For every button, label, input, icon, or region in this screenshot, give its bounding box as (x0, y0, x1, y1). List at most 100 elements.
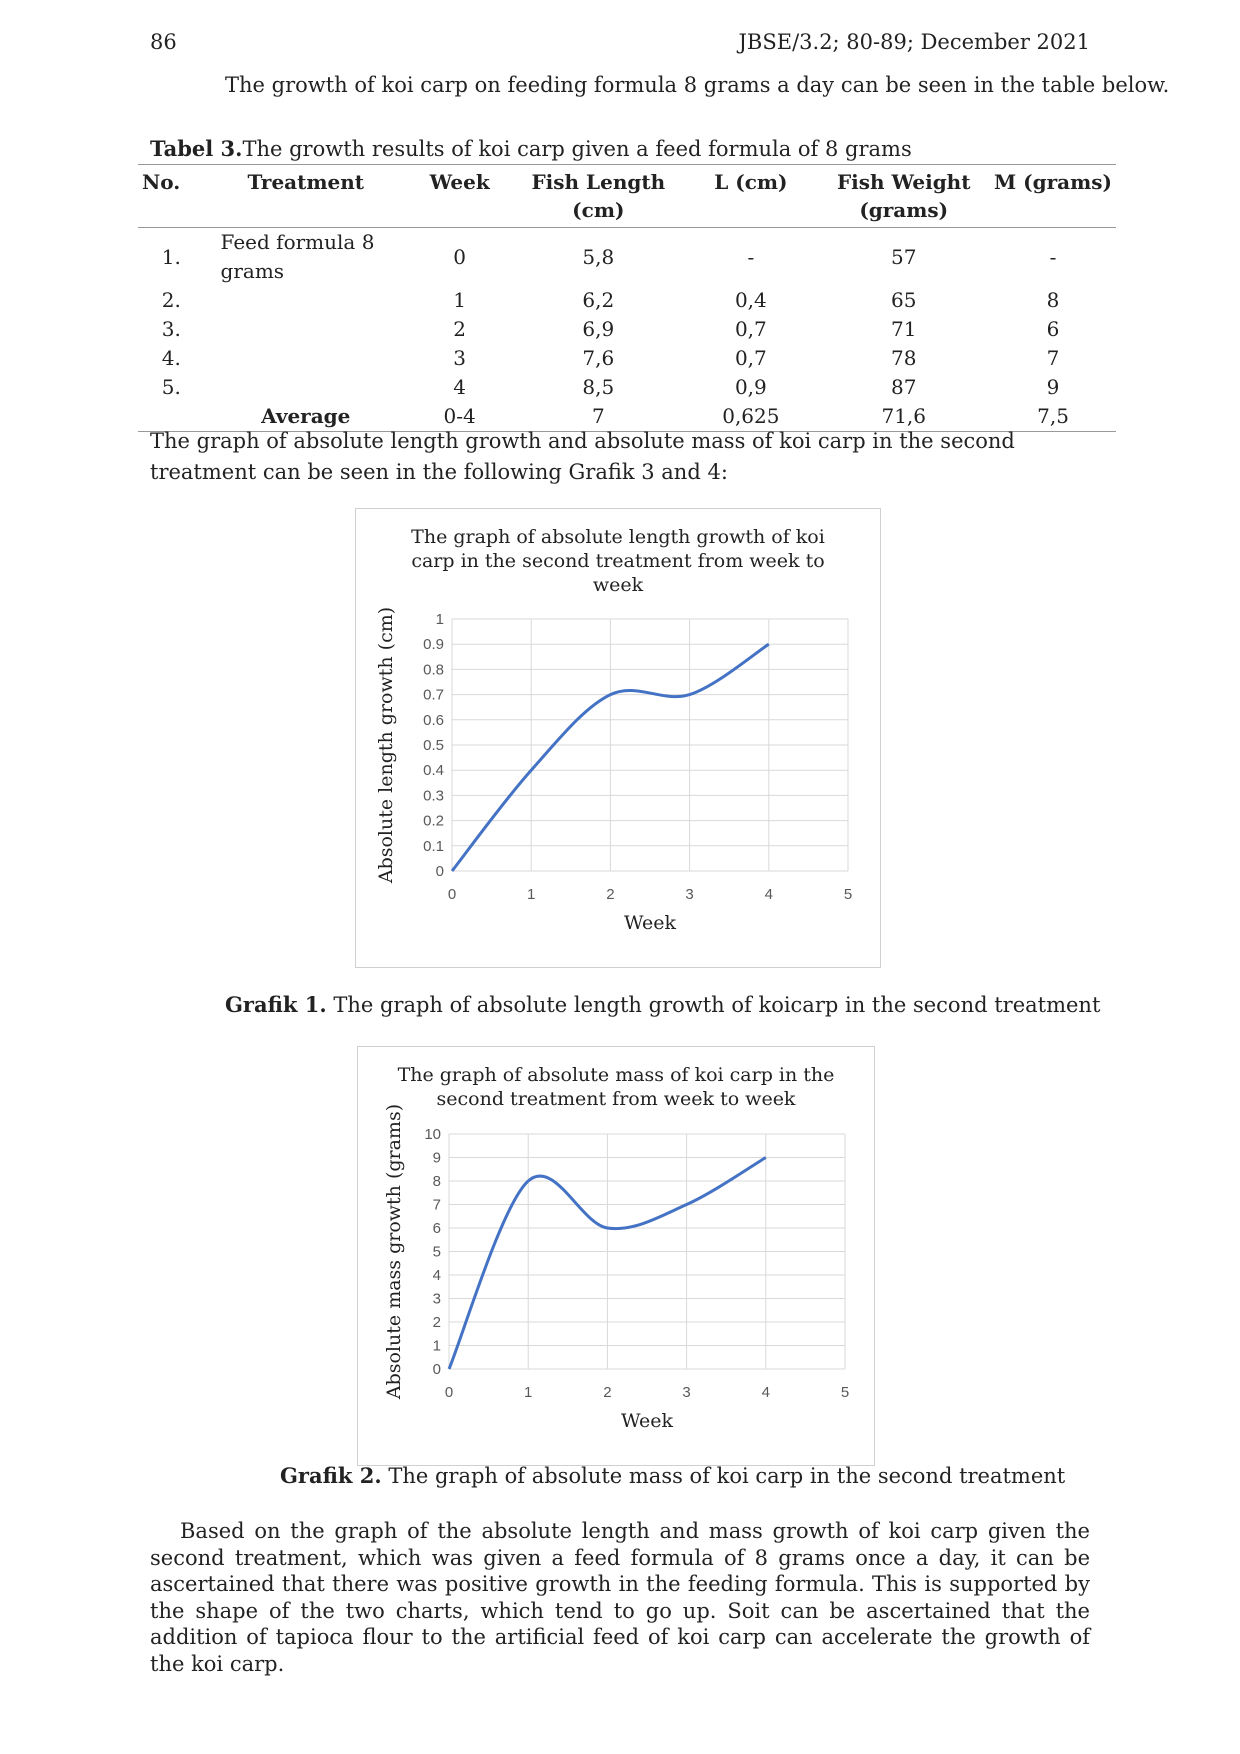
table-cell: 65 (891, 288, 917, 312)
table-caption: Tabel 3.The growth results of koi carp g… (150, 136, 912, 161)
y-tick-label: 0.1 (423, 838, 444, 855)
table-cell: 0,4 (734, 288, 767, 312)
header-fish-weight-unit: (grams) (859, 198, 949, 222)
table-cell (205, 344, 407, 373)
header-week: Week (406, 164, 513, 228)
mass-growth-chart: 0 1 2 3 4 5 6 7 8 9 10 0 1 2 3 4 5 Week Absolute mass grow… (383, 1104, 849, 1432)
header-m: M (grams) (990, 164, 1116, 228)
y-tick-label: 0.7 (423, 687, 444, 704)
x-tick-label: 5 (841, 1384, 849, 1401)
y-tick-label: 2 (433, 1314, 441, 1331)
chart-mass-frame: The graph of absolute mass of koi carp i… (357, 1046, 875, 1466)
table-cell: 71 (891, 317, 917, 341)
y-tick-label: 0 (436, 863, 444, 880)
table-cell: 7,6 (582, 346, 615, 370)
table-cell: 2 (453, 317, 467, 341)
table-average-row: Average 0-4 7 0,625 71,6 7,5 (138, 402, 1116, 432)
y-tick-label: 0.4 (423, 762, 444, 779)
y-axis-label: Absolute mass growth (grams) (383, 1104, 405, 1400)
header-fish-weight-label: Fish Weight (836, 170, 971, 194)
table-cell: - (1049, 244, 1057, 269)
y-tick-label: 6 (433, 1220, 441, 1237)
header-fish-weight: Fish Weight (grams) (817, 164, 991, 228)
x-tick-label: 2 (606, 886, 614, 903)
x-tick-label: 0 (448, 886, 456, 903)
table-cell: 87 (891, 375, 917, 399)
chart1-title-line: carp in the second treatment from week t… (411, 550, 825, 572)
table-cell: 0,9 (734, 375, 767, 399)
y-tick-label: 0.6 (423, 712, 444, 729)
y-tick-label: 4 (433, 1267, 441, 1284)
table-cell: 7 (512, 402, 685, 432)
grafik1-caption-text: The graph of absolute length growth of k… (326, 993, 1101, 1017)
chart-length-frame: The graph of absolute length growth of k… (355, 508, 881, 968)
x-axis-label: Week (621, 1410, 673, 1432)
x-tick-label: 0 (445, 1384, 453, 1401)
table-cell: 1. (161, 244, 181, 269)
table-cell: 3. (161, 317, 181, 341)
x-tick-label: 4 (765, 886, 773, 903)
header-fish-length-label: Fish Length (531, 170, 666, 194)
chart1-title-line: week (592, 574, 644, 596)
table-cell: 5. (161, 375, 181, 399)
table-cell (205, 315, 407, 344)
intro-text: The growth of koi carp on feeding formul… (225, 73, 1170, 97)
table-cell: 7,5 (990, 402, 1116, 432)
x-tick-label: 1 (524, 1384, 532, 1401)
grafik2-caption: Grafik 2. The graph of absolute mass of … (280, 1463, 1065, 1488)
chart1-title: The graph of absolute length growth of k… (356, 525, 880, 597)
y-tick-label: 9 (433, 1150, 441, 1167)
y-tick-label: 0.8 (423, 661, 444, 678)
length-growth-chart: 0 0.1 0.2 0.3 0.4 0.5 0.6 0.7 0.8 0.9 1 0 1 2 3 4 5 Week A… (375, 607, 852, 934)
table-cell: 9 (1046, 375, 1060, 399)
grafik1-caption: Grafik 1. The graph of absolute length g… (225, 992, 1100, 1017)
table-row: 1. Feed formula 8 grams 0 5,8 - 57 - (138, 228, 1116, 287)
table-cell: 0,7 (734, 346, 767, 370)
y-tick-label: 5 (433, 1244, 441, 1261)
table-cell: 8 (1046, 288, 1060, 312)
table-cell (205, 286, 407, 315)
table-cell: 71,6 (817, 402, 991, 432)
table-cell: 6,9 (582, 317, 615, 341)
header-fish-length: Fish Length (cm) (512, 164, 685, 228)
x-axis-label: Week (624, 912, 676, 934)
table-cell: 57 (891, 244, 917, 269)
table-cell: 0-4 (406, 402, 513, 432)
y-axis-label: Absolute length growth (cm) (375, 607, 397, 884)
table-row: 4. 3 7,6 0,7 78 7 (138, 344, 1116, 373)
table-cell: 0,7 (734, 317, 767, 341)
grafik1-caption-label: Grafik 1. (225, 992, 327, 1017)
table-cell: 6 (1046, 317, 1060, 341)
table-row: 3. 2 6,9 0,7 71 6 (138, 315, 1116, 344)
table-row: 2. 1 6,2 0,4 65 8 (138, 286, 1116, 315)
y-tick-label: 1 (433, 1338, 441, 1355)
table-cell: Average (204, 402, 407, 432)
chart2-title-line: The graph of absolute mass of koi carp i… (397, 1064, 835, 1086)
y-tick-label: 0.9 (423, 636, 444, 653)
y-tick-label: 7 (433, 1197, 441, 1214)
y-tick-label: 8 (433, 1173, 441, 1190)
conclusion-paragraph: Based on the graph of the absolute lengt… (150, 1519, 1090, 1676)
table-cell: Feed formula 8 grams (220, 230, 375, 283)
table-cell: 4 (453, 375, 467, 399)
data-series-line (450, 642, 770, 872)
x-tick-label: 3 (682, 1384, 690, 1401)
table-cell: 6,2 (582, 288, 615, 312)
x-tick-label: 3 (685, 886, 693, 903)
table-cell (205, 373, 407, 402)
x-tick-label: 2 (603, 1384, 611, 1401)
table-cell: 8,5 (582, 375, 615, 399)
x-tick-label: 5 (844, 886, 852, 903)
header-no: No. (138, 164, 205, 228)
growth-table: No. Treatment Week Fish Length (cm) L (cm… (138, 164, 1116, 432)
y-tick-label: 10 (424, 1126, 441, 1143)
x-tick-label: 4 (762, 1384, 770, 1401)
table-row: 5. 4 8,5 0,9 87 9 (138, 373, 1116, 402)
y-tick-label: 0.3 (423, 787, 444, 804)
grafik2-caption-label: Grafik 2. (280, 1463, 382, 1488)
x-tick-label: 1 (527, 886, 535, 903)
table-header-row: No. Treatment Week Fish Length (cm) L (cm… (138, 164, 1116, 228)
table-cell: 2. (161, 288, 181, 312)
y-tick-label: 0 (433, 1361, 441, 1378)
header-l: L (cm) (684, 164, 818, 228)
